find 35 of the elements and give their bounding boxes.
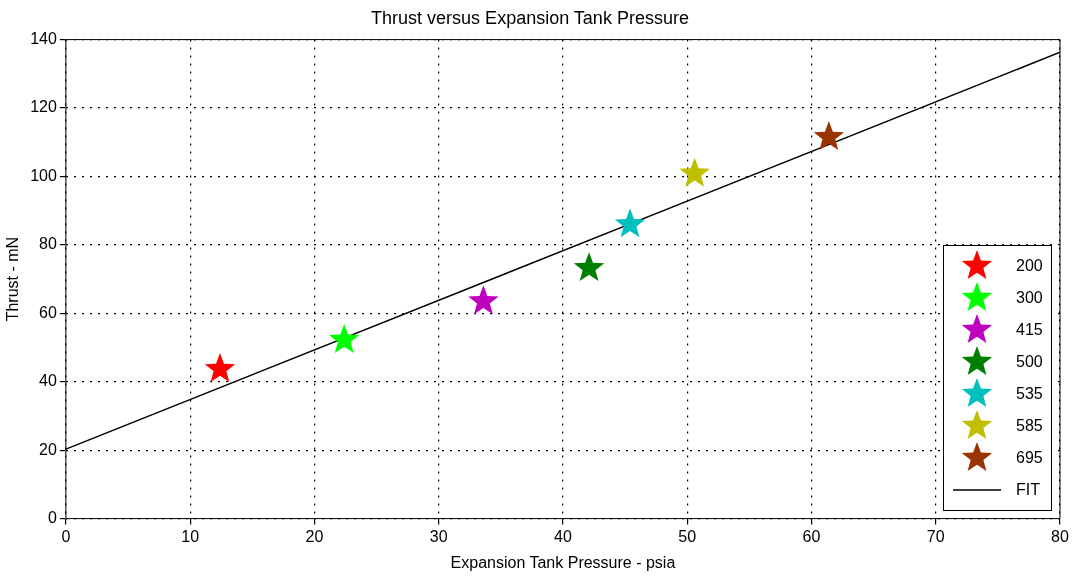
y-tick-label: 60	[39, 303, 57, 321]
point	[204, 353, 236, 383]
y-tick-label: 0	[47, 509, 57, 527]
x-tick-label: 0	[61, 527, 71, 545]
legend-label: 300	[1016, 288, 1043, 307]
y-tick-label: 20	[39, 440, 57, 458]
legend-label: 415	[1016, 320, 1043, 339]
x-axis-title: Expansion Tank Pressure - psia	[450, 553, 676, 571]
point	[468, 285, 499, 315]
point	[679, 157, 710, 187]
legend-label: 535	[1016, 384, 1043, 403]
chart-title: Thrust versus Expansion Tank Pressure	[371, 7, 689, 28]
legend-label: 500	[1016, 352, 1043, 371]
point	[573, 252, 605, 282]
x-tick-label: 20	[305, 527, 324, 545]
legend-label: 200	[1016, 256, 1043, 275]
x-tick-label: 10	[181, 527, 200, 545]
point	[614, 208, 646, 238]
y-tick-label: 100	[30, 166, 57, 184]
x-tick-label: 60	[802, 527, 821, 545]
y-axis-title: Thrust - mN	[4, 236, 22, 322]
legend-label: 585	[1016, 416, 1043, 435]
legend-label: FIT	[1016, 480, 1040, 499]
x-tick-label: 50	[678, 527, 697, 545]
point	[329, 324, 360, 353]
x-tick-label: 30	[429, 527, 448, 545]
y-tick-label: 120	[30, 98, 57, 116]
point	[813, 121, 845, 151]
x-tick-label: 70	[926, 527, 945, 545]
y-tick-label: 40	[39, 372, 57, 390]
x-tick-label: 40	[554, 527, 572, 545]
y-tick-label: 80	[39, 235, 57, 253]
y-tick-label: 140	[30, 30, 57, 48]
x-tick-label: 80	[1051, 527, 1069, 545]
legend-label: 695	[1016, 448, 1043, 467]
